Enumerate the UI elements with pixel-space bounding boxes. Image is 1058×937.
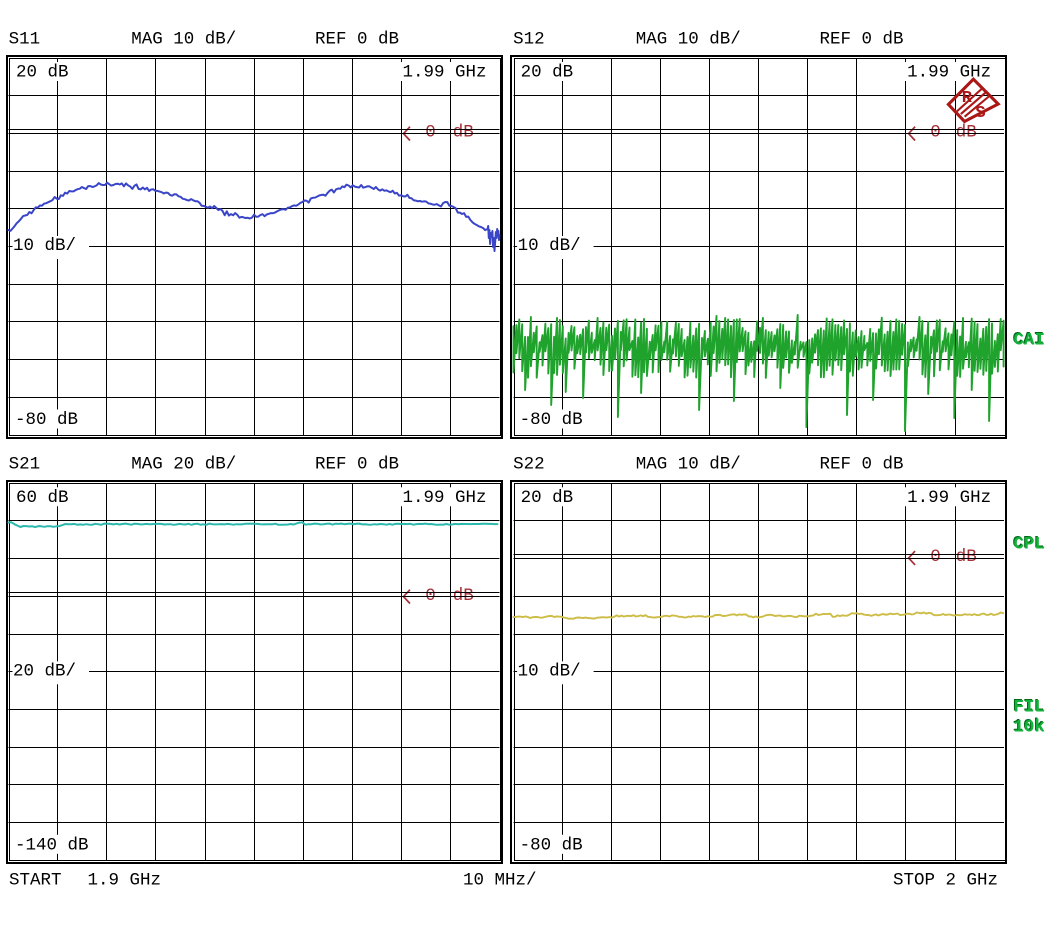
svg-text:REF 0 dB: REF 0 dB — [315, 30, 399, 50]
svg-text:FIL: FIL — [1013, 696, 1045, 716]
svg-text:10 dB/: 10 dB/ — [518, 661, 581, 681]
svg-text:1.99 GHz: 1.99 GHz — [402, 488, 486, 508]
svg-text:-80 dB: -80 dB — [15, 410, 78, 430]
svg-text:MAG 10 dB/: MAG 10 dB/ — [131, 30, 236, 50]
svg-text:REF 0 dB: REF 0 dB — [820, 30, 904, 50]
svg-text:S: S — [975, 104, 985, 123]
svg-text:CPL: CPL — [1013, 534, 1045, 554]
svg-text:1.99 GHz: 1.99 GHz — [402, 63, 486, 83]
svg-text:dB: dB — [956, 123, 977, 143]
svg-text:10 dB/: 10 dB/ — [13, 236, 76, 256]
svg-text:MAG 20 dB/: MAG 20 dB/ — [131, 455, 236, 475]
svg-text:S22: S22 — [513, 455, 545, 475]
svg-text:CAI: CAI — [1014, 330, 1046, 350]
svg-text:MAG 10 dB/: MAG 10 dB/ — [636, 30, 741, 50]
svg-text:REF 0 dB: REF 0 dB — [315, 455, 399, 475]
svg-text:0: 0 — [930, 123, 941, 143]
svg-text:1.9 GHz: 1.9 GHz — [88, 871, 162, 891]
svg-text:20 dB: 20 dB — [16, 63, 69, 83]
svg-text:MAG 10 dB/: MAG 10 dB/ — [636, 455, 741, 475]
svg-text:dB: dB — [453, 123, 474, 143]
svg-text:1.99 GHz: 1.99 GHz — [907, 63, 991, 83]
svg-text:60 dB: 60 dB — [16, 488, 69, 508]
svg-text:20 dB: 20 dB — [521, 488, 574, 508]
svg-text:-140 dB: -140 dB — [15, 835, 89, 855]
svg-text:20 dB/: 20 dB/ — [13, 661, 76, 681]
svg-text:10k: 10k — [1014, 718, 1046, 738]
svg-text:START: START — [9, 871, 62, 891]
svg-text:REF 0 dB: REF 0 dB — [820, 455, 904, 475]
svg-text:dB: dB — [956, 547, 977, 567]
svg-text:S11: S11 — [9, 30, 41, 50]
svg-text:CAI: CAI — [1013, 329, 1045, 349]
svg-text:STOP 2 GHz: STOP 2 GHz — [893, 871, 998, 891]
svg-text:1.99 GHz: 1.99 GHz — [907, 488, 991, 508]
svg-text:10k: 10k — [1013, 717, 1045, 737]
svg-text:S21: S21 — [9, 455, 41, 475]
svg-text:0: 0 — [425, 123, 436, 143]
svg-text:10 MHz/: 10 MHz/ — [463, 871, 537, 891]
svg-text:S12: S12 — [513, 30, 545, 50]
svg-text:20 dB: 20 dB — [521, 63, 574, 83]
svg-text:R: R — [962, 89, 973, 108]
svg-text:0: 0 — [930, 547, 941, 567]
svg-text:CPL: CPL — [1014, 535, 1046, 555]
svg-text:-80 dB: -80 dB — [520, 835, 583, 855]
svg-text:FIL: FIL — [1014, 697, 1046, 717]
svg-text:10 dB/: 10 dB/ — [518, 236, 581, 256]
svg-text:-80 dB: -80 dB — [520, 410, 583, 430]
